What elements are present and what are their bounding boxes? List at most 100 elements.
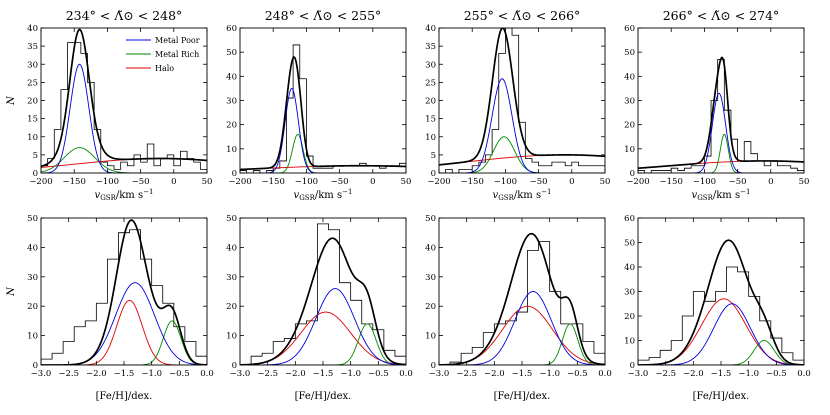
y-tick-label: 20: [425, 97, 436, 107]
legend-entry: Metal Poor: [155, 36, 200, 45]
metal-poor-curve: [439, 78, 605, 173]
x-axis-label: [Fe/H]/dex.: [96, 391, 153, 402]
x-tick-label: −2.5: [456, 369, 477, 379]
x-tick-label: −1.0: [141, 369, 162, 379]
y-tick-label: 0: [630, 169, 635, 179]
x-tick-label: 50: [600, 177, 611, 187]
y-tick-label: 40: [425, 243, 436, 253]
axes-frame: [637, 27, 805, 174]
y-tick-label: 20: [226, 121, 237, 131]
x-tick-label: −3.0: [31, 369, 52, 379]
x-tick-label: −50: [132, 177, 150, 187]
histogram-bars: [240, 44, 406, 173]
y-tick-label: 40: [624, 263, 635, 273]
y-tick-label: 25: [27, 78, 38, 88]
metal-poor-curve: [41, 63, 207, 173]
x-tick-label: −1.0: [340, 369, 361, 379]
panel-title: 248° < Λ̃⊙ < 255°: [265, 8, 382, 23]
x-tick-label: −150: [660, 177, 683, 187]
axes-frame: [438, 217, 606, 366]
x-tick-label: 50: [202, 177, 213, 187]
x-tick-label: −50: [729, 177, 747, 187]
y-tick-label: 60: [226, 24, 237, 34]
x-tick-label: 0.0: [399, 369, 413, 379]
x-tick-label: −200: [427, 177, 450, 187]
x-tick-label: −1.5: [313, 369, 334, 379]
panel-p2: 255° < Λ̃⊙ < 266° −200 −150 −100 −50 0 50 0 5 10 1…: [425, 8, 610, 202]
x-tick-label: 0.0: [200, 369, 214, 379]
x-tick-label: −2.0: [683, 369, 704, 379]
total-fit-curve: [41, 28, 207, 168]
histogram-bars: [439, 241, 605, 365]
x-tick-label: −0.5: [368, 369, 389, 379]
x-tick-label: −2.0: [86, 369, 107, 379]
y-tick-label: 50: [226, 214, 237, 224]
metal-rich-curve: [240, 133, 406, 173]
y-tick-label: 10: [27, 332, 38, 342]
y-tick-label: 40: [226, 243, 237, 253]
y-tick-label: 35: [27, 42, 38, 52]
panel-title: 234° < Λ̃⊙ < 248°: [66, 8, 183, 23]
x-tick-label: −100: [693, 177, 716, 187]
x-axis-label: vGSR/km s−1: [95, 188, 154, 202]
y-tick-label: 40: [624, 72, 635, 82]
y-tick-label: 20: [226, 302, 237, 312]
y-axis-label: N: [6, 95, 17, 106]
total-fit-curve: [240, 56, 406, 171]
x-tick-label: −2.5: [58, 369, 79, 379]
metal-poor-curve: [439, 291, 605, 365]
plot-area: [240, 44, 406, 173]
metal-poor-curve: [638, 303, 804, 365]
legend-entry: Metal Rich: [155, 50, 199, 59]
y-tick-label: 5: [33, 151, 38, 161]
total-fit-curve: [41, 219, 207, 365]
panel-title: 266° < Λ̃⊙ < 274°: [663, 8, 780, 23]
x-tick-label: 50: [401, 177, 412, 187]
y-tick-label: 0: [630, 361, 635, 371]
y-tick-label: 50: [624, 48, 635, 58]
y-tick-label: 10: [226, 332, 237, 342]
y-tick-label: 15: [425, 115, 436, 125]
y-tick-label: 40: [226, 72, 237, 82]
y-tick-label: 40: [27, 24, 38, 34]
x-tick-label: 0: [768, 177, 773, 187]
y-tick-label: 30: [425, 273, 436, 283]
plot-area: [240, 223, 406, 365]
y-tick-label: 0: [33, 361, 38, 371]
metal-rich-curve: [638, 133, 804, 173]
total-fit-curve: [439, 232, 605, 365]
x-tick-label: −50: [331, 177, 349, 187]
x-tick-label: −200: [29, 177, 52, 187]
panel-p1: 248° < Λ̃⊙ < 255° −200 −150 −100 −50 0 50 0 10 20…: [226, 8, 411, 202]
y-tick-label: 50: [624, 239, 635, 249]
panel-p6: −3.0 −2.5 −2.0 −1.5 −1.0 −0.5 0.0 0 10 20 30 40 50 [F…: [425, 214, 612, 402]
y-tick-label: 15: [27, 115, 38, 125]
y-tick-label: 50: [226, 48, 237, 58]
x-tick-label: 0: [370, 177, 375, 187]
y-tick-label: 10: [425, 133, 436, 143]
y-tick-label: 50: [425, 214, 436, 224]
metal-rich-curve: [240, 323, 406, 365]
y-tick-label: 50: [27, 214, 38, 224]
x-tick-label: −0.5: [169, 369, 190, 379]
metal-rich-curve: [41, 320, 207, 365]
x-tick-label: −0.5: [567, 369, 588, 379]
plot-area: [439, 232, 605, 365]
x-axis-label: vGSR/km s−1: [493, 188, 552, 202]
x-axis-label: [Fe/H]/dex.: [494, 391, 551, 402]
histogram-bars: [41, 42, 207, 173]
y-tick-label: 0: [33, 169, 38, 179]
y-tick-label: 35: [425, 42, 436, 52]
histogram-bars: [439, 28, 605, 173]
y-tick-label: 0: [232, 361, 237, 371]
y-tick-label: 30: [226, 97, 237, 107]
x-tick-label: −2.5: [257, 369, 278, 379]
y-tick-label: 10: [624, 337, 635, 347]
legend: Metal Poor Metal Rich Halo: [126, 36, 200, 73]
histogram-bars: [638, 266, 804, 365]
y-tick-label: 30: [624, 288, 635, 298]
total-fit-curve: [439, 28, 605, 166]
x-tick-label: 0.0: [797, 369, 811, 379]
x-tick-label: 50: [799, 177, 810, 187]
